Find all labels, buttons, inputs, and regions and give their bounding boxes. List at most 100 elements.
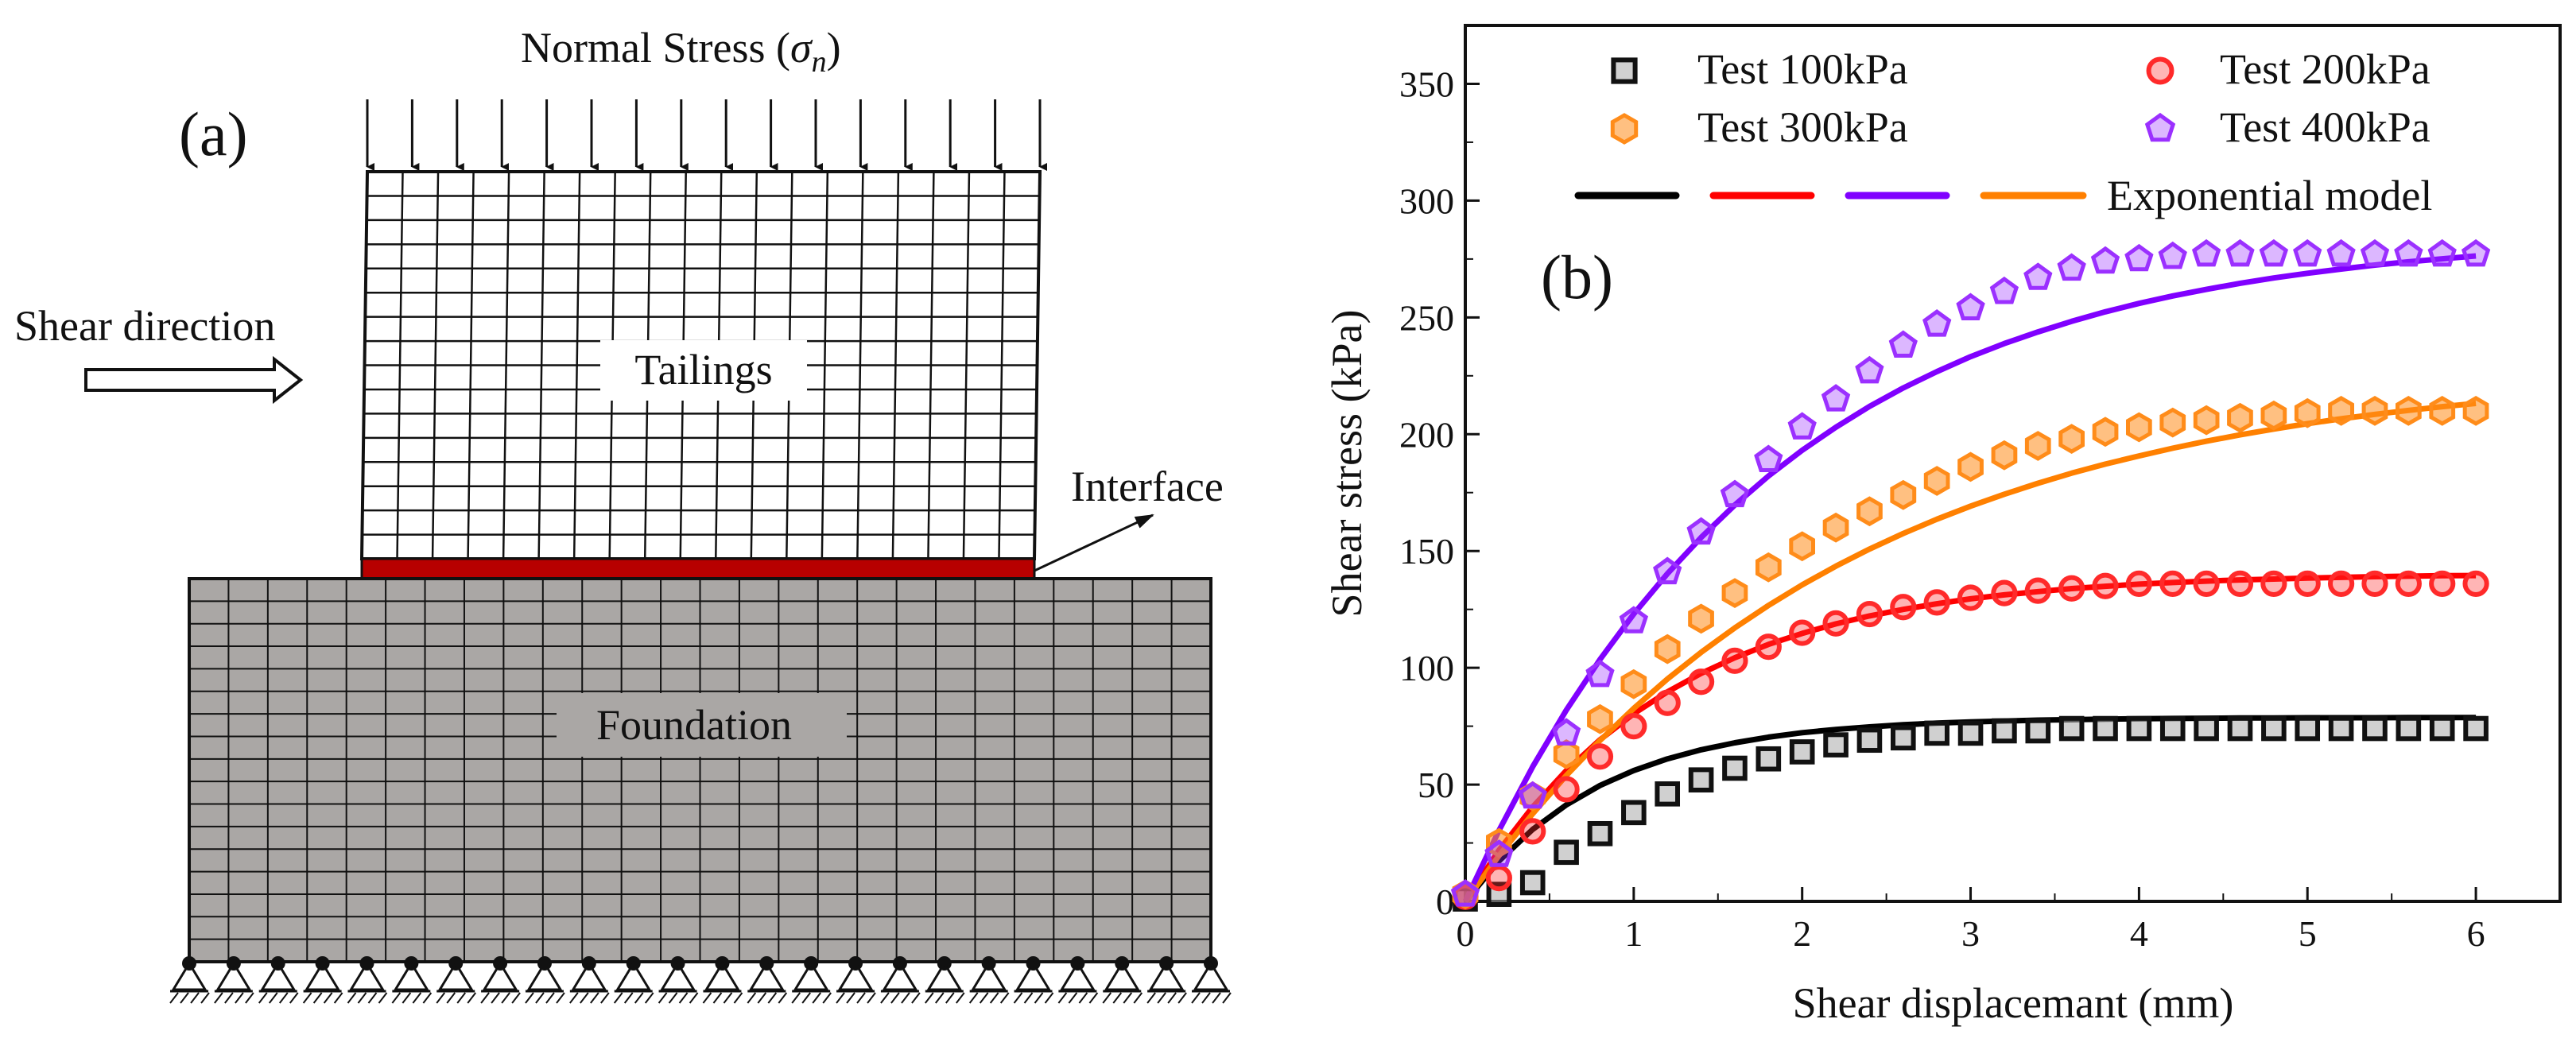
pin-support xyxy=(1057,956,1099,1004)
ground-hatch xyxy=(491,992,500,1004)
ground-hatch xyxy=(836,992,845,1004)
ground-hatch xyxy=(590,992,599,1004)
data-point xyxy=(2293,238,2322,267)
ground-hatch xyxy=(999,992,1010,1004)
sigma-symbol: σ xyxy=(790,24,813,72)
normal-stress-suffix: ) xyxy=(827,24,841,72)
data-point xyxy=(1789,739,1815,765)
y-tick-label: 250 xyxy=(1399,297,1454,338)
ground-hatch xyxy=(733,992,743,1004)
ground-hatch xyxy=(968,992,979,1004)
data-point xyxy=(1755,552,1782,583)
data-point xyxy=(2058,715,2085,742)
data-point xyxy=(1654,633,1681,664)
data-point xyxy=(1518,781,1547,809)
pin-support xyxy=(836,956,876,1004)
ground-hatch xyxy=(467,992,477,1004)
data-point xyxy=(1755,633,1782,661)
data-point xyxy=(2057,253,2086,281)
ground-hatch xyxy=(911,992,921,1004)
pin-triangle xyxy=(837,961,874,991)
data-point xyxy=(2361,396,2388,426)
pin-support xyxy=(1146,956,1187,1004)
ground-hatch xyxy=(333,992,343,1004)
pin-triangle xyxy=(926,961,963,991)
foundation-label-bg xyxy=(557,693,847,757)
ground-hatch xyxy=(289,992,299,1004)
ground-hatch xyxy=(778,992,788,1004)
ground-hatch xyxy=(801,992,811,1004)
ground-hatch xyxy=(1201,992,1211,1004)
data-point xyxy=(2294,397,2321,428)
data-point xyxy=(2225,238,2255,267)
pin-triangle xyxy=(437,961,474,991)
pin-supports xyxy=(169,956,1232,1004)
ground-hatch xyxy=(545,992,555,1004)
pin-triangle xyxy=(260,961,297,991)
data-point xyxy=(2025,718,2051,744)
tailings-label-bg xyxy=(600,340,807,401)
data-point xyxy=(2294,570,2321,597)
legend-label: Test 300kPa xyxy=(1697,103,1908,151)
pin-support xyxy=(347,956,388,1004)
data-point xyxy=(1924,720,1949,746)
data-point xyxy=(1653,556,1682,585)
data-point xyxy=(2429,396,2456,426)
y-tick-label: 0 xyxy=(1436,881,1454,922)
data-point xyxy=(2194,715,2219,742)
ground-hatch xyxy=(1023,992,1034,1004)
ground-hatch xyxy=(856,992,866,1004)
ground-hatch xyxy=(644,992,654,1004)
data-point xyxy=(2193,570,2220,597)
data-point xyxy=(1923,466,1950,496)
ground-hatch xyxy=(1177,992,1187,1004)
data-point xyxy=(2226,570,2254,597)
panel-a-schematic: (a) Normal Stress (σn) Tailings Interfac… xyxy=(14,24,1232,1004)
ground-hatch xyxy=(1222,992,1232,1004)
legend-marker xyxy=(2144,112,2176,142)
pin-support xyxy=(658,956,699,1004)
ground-hatch xyxy=(357,992,367,1004)
data-point xyxy=(1721,578,1748,608)
ground-hatch xyxy=(347,992,357,1004)
pin-support xyxy=(747,956,788,1004)
shear-direction-label: Shear direction xyxy=(14,302,275,350)
ground-hatch xyxy=(1167,992,1177,1004)
ground-hatch xyxy=(180,992,189,1004)
pin-triangle xyxy=(393,961,430,991)
ground-hatch xyxy=(214,992,223,1004)
ground-hatch xyxy=(235,992,244,1004)
pin-triangle xyxy=(1148,961,1185,991)
ground-hatch xyxy=(901,992,910,1004)
ground-hatch xyxy=(989,992,999,1004)
foundation-mesh xyxy=(189,579,1211,962)
ground-hatch xyxy=(258,992,268,1004)
ground-hatch xyxy=(302,992,312,1004)
data-point xyxy=(1587,703,1613,734)
pin-triangle xyxy=(748,961,785,991)
y-tick-label: 50 xyxy=(1418,765,1454,805)
ground-hatch xyxy=(422,992,433,1004)
data-point xyxy=(2361,570,2388,597)
data-point xyxy=(2159,570,2186,597)
x-tick-label: 3 xyxy=(1961,913,1980,954)
data-point xyxy=(2125,570,2152,597)
data-point xyxy=(1992,718,2017,744)
data-point xyxy=(1655,781,1681,807)
data-point xyxy=(1619,606,1649,633)
data-point xyxy=(1551,718,1581,746)
ground-hatch xyxy=(1157,992,1166,1004)
data-point xyxy=(2159,715,2186,742)
data-point xyxy=(2295,715,2321,742)
data-point xyxy=(1587,820,1613,847)
ground-hatch xyxy=(436,992,446,1004)
data-point xyxy=(2090,246,2120,274)
data-point xyxy=(2328,396,2354,426)
data-point xyxy=(2463,715,2489,742)
pin-triangle xyxy=(482,961,518,991)
data-point xyxy=(1923,589,1950,616)
data-point xyxy=(2058,575,2085,602)
data-point xyxy=(1754,444,1783,472)
ground-hatch xyxy=(224,992,234,1004)
data-point xyxy=(2159,407,2186,438)
